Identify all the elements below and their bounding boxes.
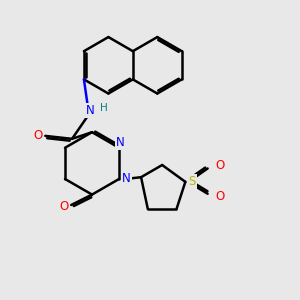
Text: S: S: [188, 175, 196, 188]
Text: O: O: [59, 200, 68, 213]
Text: O: O: [33, 129, 43, 142]
Text: H: H: [100, 103, 108, 113]
Text: O: O: [216, 190, 225, 203]
Text: N: N: [122, 172, 131, 185]
Text: N: N: [85, 104, 94, 117]
Text: O: O: [216, 159, 225, 172]
Text: N: N: [116, 136, 125, 149]
